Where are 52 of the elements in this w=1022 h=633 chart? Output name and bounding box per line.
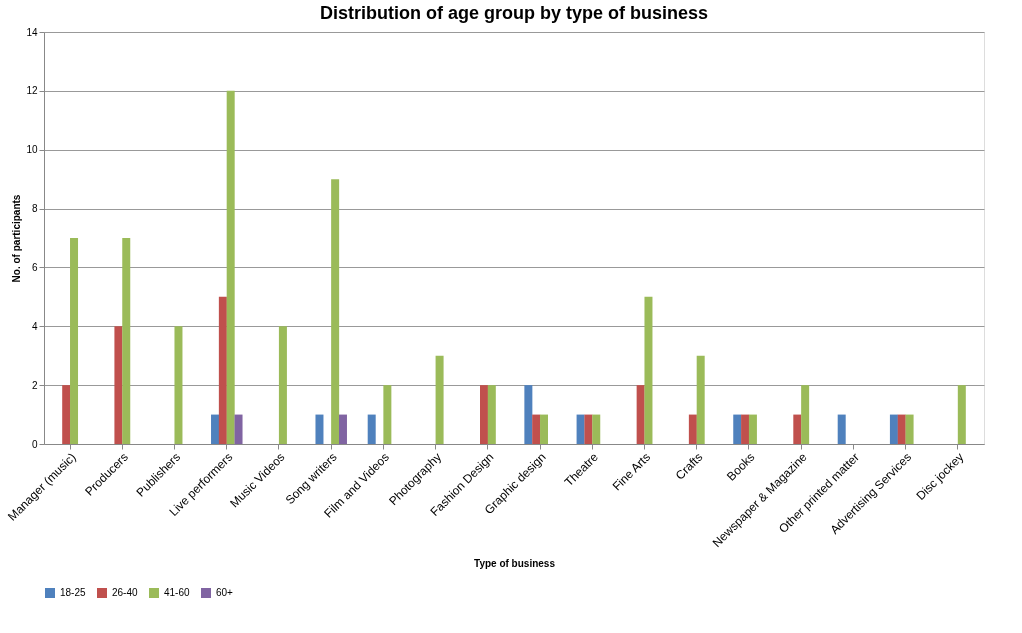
bar	[584, 414, 593, 444]
bar	[592, 414, 601, 444]
bar	[733, 414, 742, 444]
bar	[479, 385, 488, 444]
bar	[70, 238, 79, 444]
bar	[793, 414, 802, 444]
bar	[688, 414, 697, 444]
y-tick-label: 2	[31, 379, 38, 391]
bar	[741, 414, 750, 444]
bar	[234, 414, 243, 444]
bar	[211, 414, 220, 444]
bar	[524, 385, 533, 444]
bar	[696, 355, 705, 444]
bar	[487, 385, 496, 444]
bar	[540, 414, 549, 444]
legend-label: 26-40	[112, 587, 139, 598]
y-tick-label: 6	[31, 261, 38, 273]
bar	[889, 414, 898, 444]
legend-label: 41-60	[164, 587, 191, 598]
bar	[218, 296, 227, 444]
y-tick-label: 14	[26, 26, 38, 38]
legend-label: 18-25	[60, 587, 87, 598]
bar	[383, 385, 392, 444]
bar	[122, 238, 131, 444]
y-tick-label: 0	[31, 438, 38, 450]
bar	[315, 414, 324, 444]
bar	[905, 414, 914, 444]
bar	[367, 414, 376, 444]
bar	[957, 385, 966, 444]
bar	[801, 385, 810, 444]
bar	[532, 414, 541, 444]
x-axis-title: Type of business	[474, 558, 556, 570]
legend-label: 60+	[216, 587, 234, 598]
y-tick-label: 8	[31, 203, 38, 215]
bar	[748, 414, 757, 444]
bar	[435, 355, 444, 444]
bar	[226, 90, 235, 444]
y-axis-title: No. of participants	[11, 194, 23, 283]
x-tick-label: Fine Arts	[609, 450, 654, 494]
bar	[278, 326, 287, 444]
bar	[114, 326, 123, 444]
y-tick-label: 12	[26, 85, 38, 97]
chart-title: Distribution of age group by type of business	[319, 3, 709, 23]
y-tick-label: 4	[31, 320, 38, 332]
bar	[331, 179, 340, 444]
bar	[174, 326, 183, 444]
bar	[837, 414, 846, 444]
bar	[644, 296, 653, 444]
bar	[897, 414, 906, 444]
bar	[62, 385, 71, 444]
bar	[338, 414, 347, 444]
y-tick-label: 10	[26, 144, 38, 156]
